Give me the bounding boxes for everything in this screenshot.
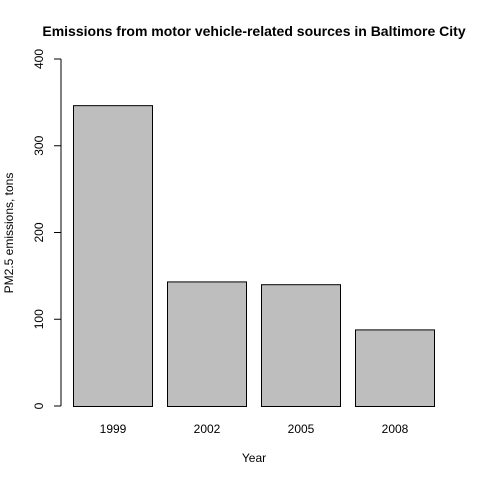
y-tick-label: 100 xyxy=(32,309,46,329)
x-axis-label: Year xyxy=(242,451,266,465)
x-tick-label: 1999 xyxy=(100,422,127,436)
x-tick-label: 2002 xyxy=(194,422,221,436)
y-axis-label: PM2.5 emissions, tons xyxy=(2,173,16,294)
y-tick-label: 300 xyxy=(32,135,46,155)
x-tick-label: 2005 xyxy=(288,422,315,436)
y-axis: 0 100 200 300 400 xyxy=(32,49,62,409)
x-tick-label: 2008 xyxy=(382,422,409,436)
y-tick-label: 0 xyxy=(32,402,46,409)
x-tick-labels: 1999 2002 2005 2008 xyxy=(100,422,409,436)
bar-2008 xyxy=(355,329,435,407)
y-tick-label: 200 xyxy=(32,222,46,242)
chart-title: Emissions from motor vehicle-related sou… xyxy=(42,23,465,39)
y-tick-label: 400 xyxy=(32,49,46,69)
bar-2002 xyxy=(167,281,247,407)
bar-1999 xyxy=(73,105,153,407)
bar-2005 xyxy=(261,284,341,407)
bars xyxy=(73,105,435,407)
